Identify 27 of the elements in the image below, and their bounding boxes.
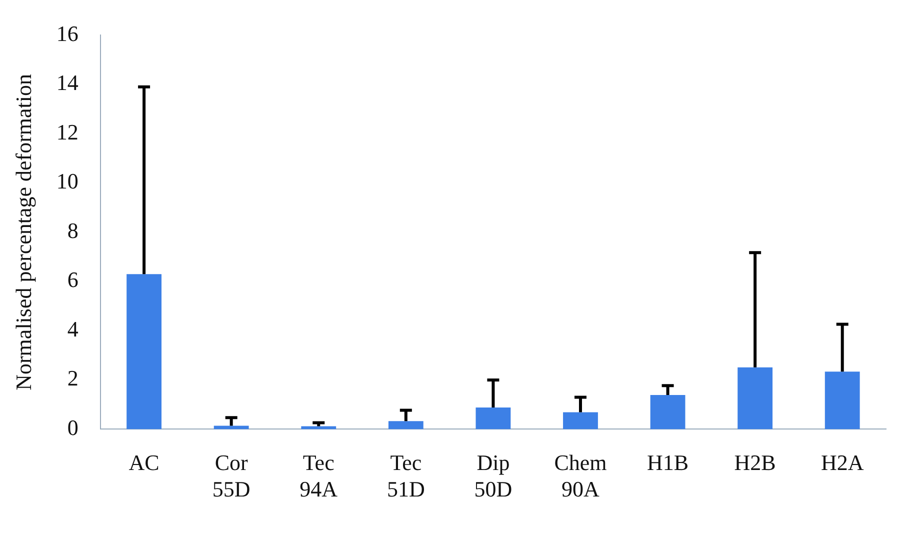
bar	[476, 408, 511, 430]
bar	[650, 394, 686, 430]
x-tick-label: Tec 94A	[300, 450, 338, 502]
y-axis-title: Normalised percentage deformation	[10, 74, 36, 390]
bar	[301, 426, 336, 430]
x-tick-label: Chem 90A	[554, 450, 607, 502]
x-tick-label: Dip 50D	[474, 450, 512, 502]
bar	[126, 274, 162, 430]
y-tick-label: 14	[56, 70, 78, 96]
x-tick-label: Cor 55D	[212, 450, 250, 502]
bar	[824, 372, 860, 430]
y-tick-label: 0	[67, 414, 78, 440]
bar	[563, 412, 598, 430]
bar	[388, 421, 424, 430]
y-tick-label: 12	[56, 119, 78, 144]
y-tick-label: 2	[67, 366, 78, 391]
y-tick-label: 4	[67, 316, 78, 342]
y-tick-label: 8	[67, 218, 78, 243]
y-tick-label: 16	[56, 20, 78, 46]
x-tick-label: H2B	[734, 450, 776, 476]
x-tick-label: Tec 51D	[386, 450, 425, 502]
y-tick-label: 6	[67, 267, 78, 292]
x-tick-label: AC	[128, 450, 160, 476]
x-tick-label: H1B	[646, 450, 689, 476]
y-tick-label: 10	[56, 168, 78, 194]
bar	[738, 367, 773, 430]
x-tick-label: H2A	[820, 450, 864, 476]
